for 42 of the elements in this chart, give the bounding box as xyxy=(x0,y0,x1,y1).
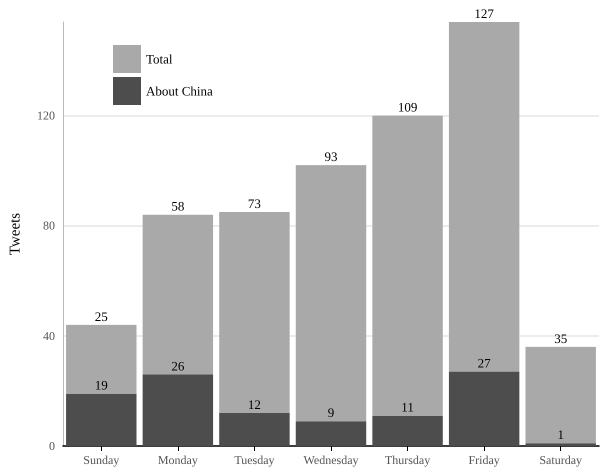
bar xyxy=(525,443,596,446)
bar xyxy=(525,346,596,444)
data-label: 1 xyxy=(557,427,564,442)
data-label: 19 xyxy=(94,378,108,393)
bar xyxy=(66,324,137,394)
x-tick-label: Thursday xyxy=(384,453,430,467)
data-label: 26 xyxy=(171,358,185,374)
y-tick-label: 40 xyxy=(43,328,55,343)
y-axis-title: Tweets xyxy=(8,212,24,256)
y-tick-label: 0 xyxy=(49,439,55,453)
data-label: 9 xyxy=(328,405,334,420)
data-label: 73 xyxy=(248,196,261,211)
data-label: 11 xyxy=(401,400,414,415)
data-label: 109 xyxy=(398,100,418,115)
data-label: 12 xyxy=(248,396,261,412)
bar xyxy=(296,421,366,446)
bar xyxy=(448,22,520,372)
x-tick-label: Saturday xyxy=(539,453,582,467)
bar xyxy=(142,214,214,374)
x-tick-label: Friday xyxy=(468,453,500,467)
x-tick-label: Tuesday xyxy=(234,453,275,467)
data-label: 35 xyxy=(554,330,568,346)
legend-label: Total xyxy=(146,52,173,66)
bar xyxy=(372,416,443,446)
bar xyxy=(296,165,366,422)
bar xyxy=(219,412,290,446)
bar xyxy=(219,212,290,413)
bar xyxy=(66,394,137,446)
data-label: 25 xyxy=(94,308,108,324)
data-label: 27 xyxy=(478,356,492,371)
legend-label: About China xyxy=(146,84,214,98)
data-label: 93 xyxy=(324,149,338,164)
x-tick-label: Monday xyxy=(158,453,198,467)
data-label: 127 xyxy=(474,6,494,21)
x-tick-label: Wednesday xyxy=(303,453,359,467)
data-label: 58 xyxy=(171,198,184,214)
bar xyxy=(372,116,443,416)
bar xyxy=(448,372,520,446)
bar xyxy=(142,374,214,446)
y-tick-label: 120 xyxy=(37,108,55,123)
x-tick-label: Sunday xyxy=(83,453,120,467)
y-tick-label: 80 xyxy=(43,218,55,233)
